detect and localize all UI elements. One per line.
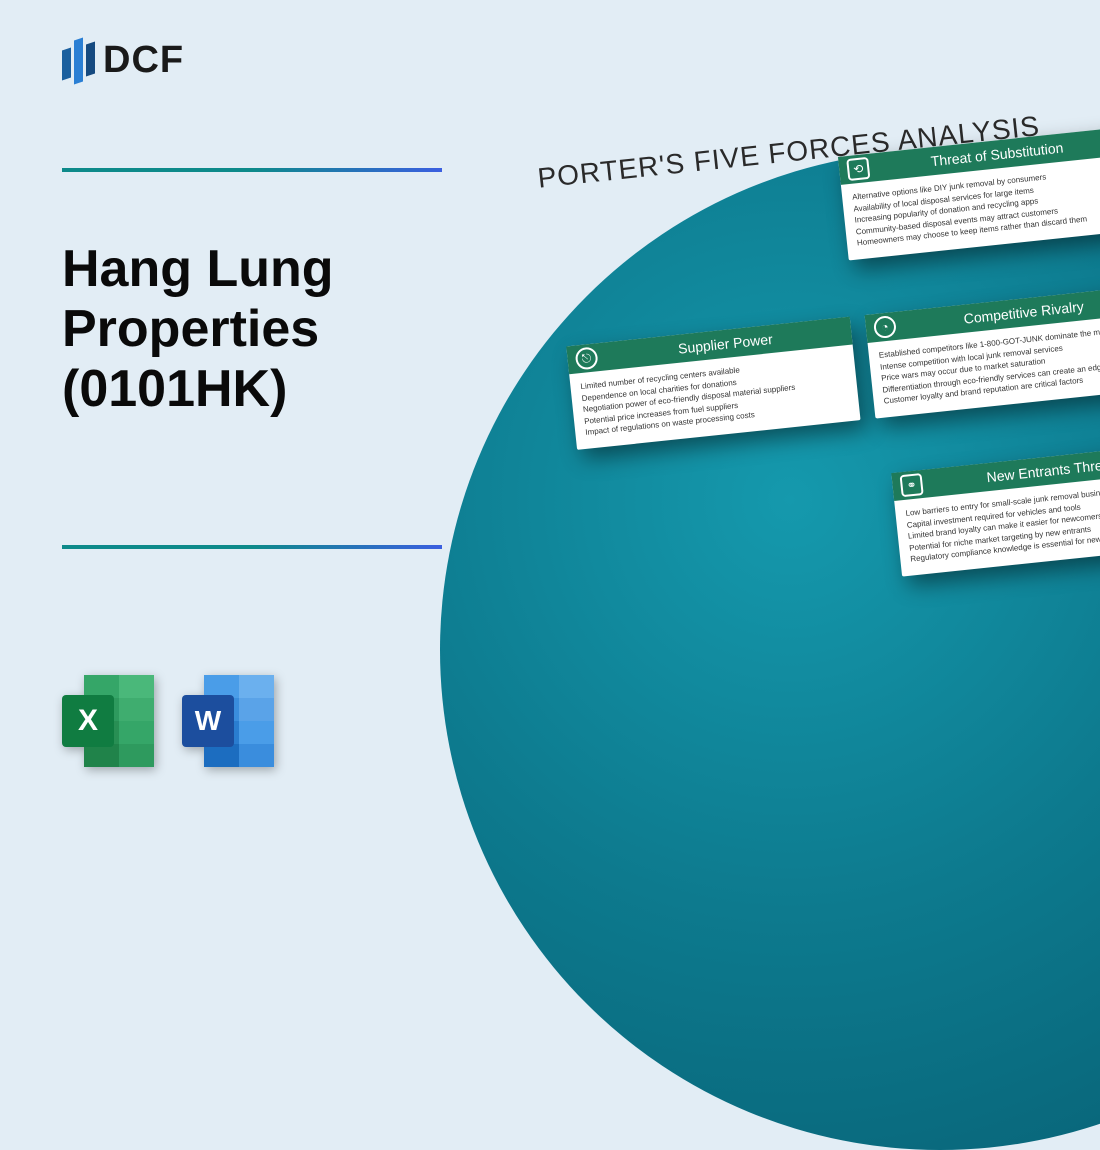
card-title: New Entrants Threat: [986, 456, 1100, 485]
card-competitive-rivalry: ◔ Competitive Rivalry Established compet…: [865, 285, 1100, 418]
card-threat-of-substitution: ⟲ Threat of Substitution Alternative opt…: [838, 127, 1100, 260]
card-title: Supplier Power: [677, 331, 773, 357]
title-line-1: Hang Lung Properties (0101HK): [62, 240, 334, 418]
five-forces-cards: ⟲ Threat of Substitution Alternative opt…: [558, 118, 1100, 733]
people-icon: ⚭: [900, 473, 924, 497]
refresh-icon: ⟲: [846, 157, 870, 181]
file-icons-row: X W: [62, 675, 274, 767]
excel-icon[interactable]: X: [62, 675, 154, 767]
card-supplier-power: ⎋ Supplier Power Limited number of recyc…: [566, 317, 860, 450]
logo-bars-icon: [62, 35, 95, 85]
page-title: Hang Lung Properties (0101HK): [62, 240, 334, 419]
word-icon[interactable]: W: [182, 675, 274, 767]
card-new-entrants-threat: ⚭ New Entrants Threat Low barriers to en…: [891, 443, 1100, 576]
excel-letter: X: [62, 695, 114, 747]
divider-bottom: [62, 545, 442, 549]
link-icon: ⎋: [575, 346, 599, 370]
divider-top: [62, 168, 442, 172]
logo-text: DCF: [103, 39, 184, 82]
clock-icon: ◔: [873, 315, 897, 339]
word-letter: W: [182, 695, 234, 747]
dcf-logo: DCF: [62, 35, 184, 85]
